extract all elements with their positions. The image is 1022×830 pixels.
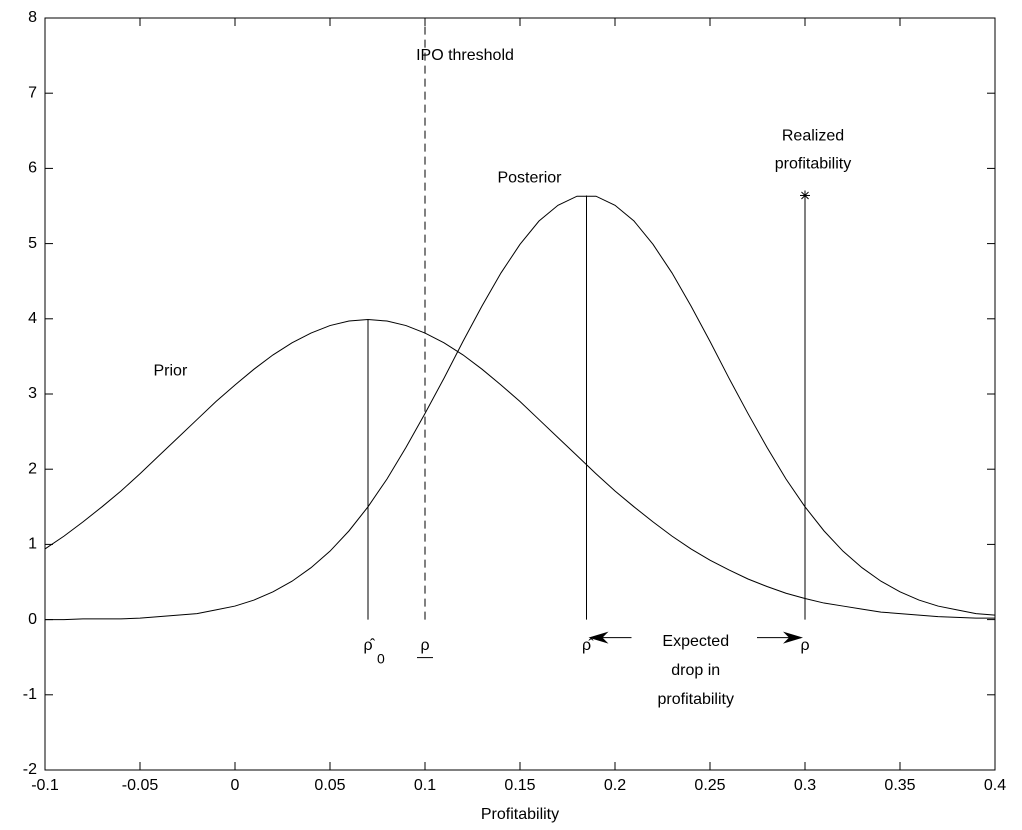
x-tick-label: 0.4 bbox=[984, 777, 1006, 794]
drop-annotation: drop in bbox=[671, 662, 720, 679]
curve-label: Posterior bbox=[497, 169, 562, 186]
stem-label: ρ̂ bbox=[363, 637, 375, 654]
curve-label: Prior bbox=[154, 363, 188, 380]
x-tick-label: 0.25 bbox=[694, 777, 725, 794]
arrow-head bbox=[588, 631, 609, 644]
arrow-head bbox=[783, 631, 803, 644]
drop-annotation: Expected bbox=[662, 633, 729, 650]
y-tick-label: 0 bbox=[28, 611, 37, 628]
x-tick-label: 0.2 bbox=[604, 777, 626, 794]
x-tick-label: 0 bbox=[231, 777, 240, 794]
drop-annotation: profitability bbox=[658, 691, 734, 708]
y-tick-label: 1 bbox=[28, 536, 37, 553]
x-tick-label: 0.1 bbox=[414, 777, 436, 794]
x-tick-label: 0.15 bbox=[504, 777, 535, 794]
y-tick-label: 3 bbox=[28, 385, 37, 402]
y-tick-label: 4 bbox=[28, 310, 37, 327]
stem-subscript: 0 bbox=[377, 650, 385, 666]
curve bbox=[44, 319, 995, 619]
x-axis-label: Profitability bbox=[481, 806, 559, 823]
y-tick-label: 5 bbox=[28, 235, 37, 252]
stem-annotation: Realized bbox=[782, 127, 844, 144]
threshold-label: ρ bbox=[420, 637, 429, 654]
y-tick-label: 6 bbox=[28, 160, 37, 177]
plot-box bbox=[44, 17, 996, 771]
threshold-annotation: IPO threshold bbox=[416, 47, 514, 64]
x-tick-label: 0.3 bbox=[794, 777, 816, 794]
stem-label: ρ bbox=[800, 637, 809, 654]
stem-annotation: profitability bbox=[775, 155, 851, 172]
x-tick-label: 0.35 bbox=[884, 777, 915, 794]
x-tick-label: -0.05 bbox=[122, 777, 159, 794]
y-tick-label: -2 bbox=[23, 761, 37, 778]
y-tick-label: 8 bbox=[28, 9, 37, 26]
y-tick-label: 2 bbox=[28, 460, 37, 477]
y-tick-label: 7 bbox=[28, 84, 37, 101]
asterisk-stroke bbox=[801, 191, 809, 200]
y-tick-label: -1 bbox=[23, 686, 37, 703]
x-tick-label: -0.1 bbox=[31, 777, 59, 794]
x-tick-label: 0.05 bbox=[314, 777, 345, 794]
curve bbox=[45, 195, 996, 621]
stem-label: ρ̂ bbox=[582, 637, 594, 654]
